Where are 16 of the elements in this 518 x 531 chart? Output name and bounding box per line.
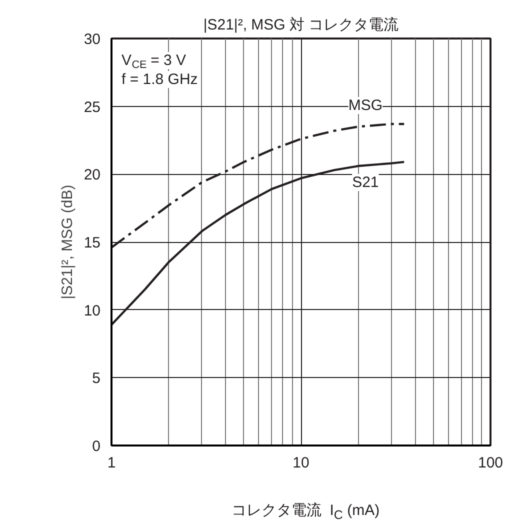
- x-axis-title: コレクタ電流 I$_{C}$ (mA): [230, 501, 381, 524]
- x-tick-label: 1: [107, 454, 116, 472]
- x-tick-label: 10: [292, 454, 310, 472]
- y-axis-title: |S21|², MSG (dB): [58, 184, 76, 300]
- y-tick-label: 30: [84, 31, 101, 48]
- series-label: MSG: [348, 96, 383, 114]
- chart-title: |S21|², MSG 対 コレクタ電流: [203, 16, 399, 34]
- y-tick-label: 10: [84, 302, 101, 320]
- y-tick-label: 0: [92, 438, 100, 455]
- y-tick-label: 5: [92, 370, 100, 388]
- series-label: S21: [352, 174, 379, 191]
- y-tick-label: 20: [84, 166, 101, 184]
- x-tick-label: 100: [478, 454, 504, 472]
- y-tick-label: 15: [84, 234, 101, 252]
- y-tick-label: 25: [84, 98, 101, 116]
- annotation: f = 1.8 GHz: [122, 71, 198, 88]
